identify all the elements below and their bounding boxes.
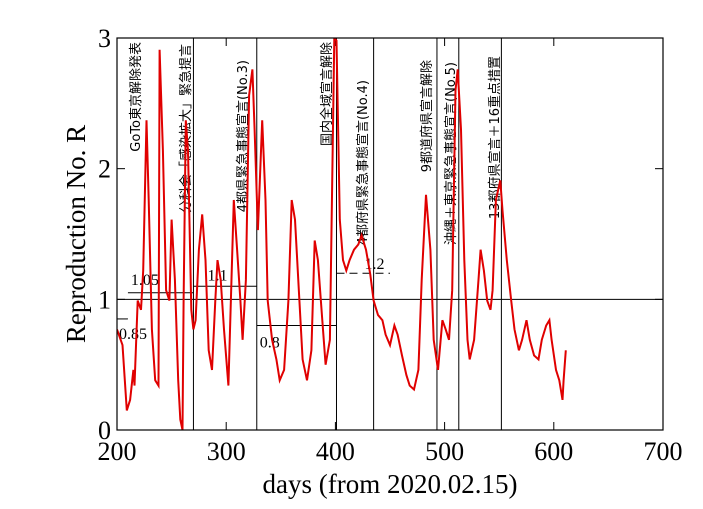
annotation: 4都府県緊急事態宣言(No.4): [355, 80, 371, 245]
segment-label: 1.05: [131, 272, 159, 289]
plot-frame: [116, 37, 664, 431]
x-tick-label: 300: [207, 437, 246, 466]
r-line: [117, 38, 567, 430]
x-tick-label: 500: [425, 437, 464, 466]
y-axis-label: Reproduction No. R: [61, 125, 91, 343]
segment-label: 0.85: [119, 326, 147, 343]
x-tick-label: 200: [98, 437, 137, 466]
annotation: 国内全域宣言解除: [319, 42, 335, 146]
annotation: 13都府県宣言＋16重点措置: [487, 56, 503, 219]
annotation: GoTo東京解除発表: [128, 42, 144, 152]
y-tick-label: 2: [98, 155, 111, 184]
y-tick-label: 0: [98, 416, 111, 445]
y-tick-label: 3: [98, 24, 111, 53]
x-tick-label: 700: [644, 437, 683, 466]
plot-area: [117, 38, 567, 430]
y-tick-label: 1: [98, 285, 111, 314]
x-axis-label: days (from 2020.02.15): [263, 469, 518, 499]
x-tick-label: 400: [316, 437, 355, 466]
segment-label: 0.8: [260, 334, 280, 351]
annotation: 沖縄＋東京緊急事態宣言(No.5): [443, 62, 459, 245]
annotation: 9都道府県宣言解除: [419, 60, 435, 172]
x-tick-label: 600: [534, 437, 573, 466]
